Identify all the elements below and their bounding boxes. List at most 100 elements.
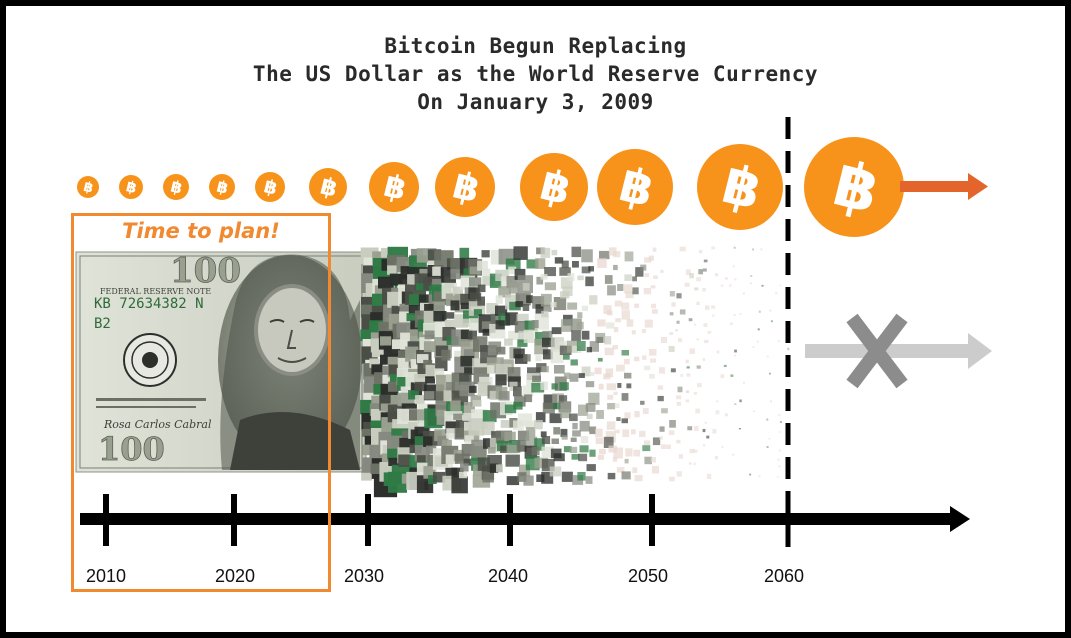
bill-fragment	[769, 309, 772, 312]
bill-fragment	[363, 383, 379, 395]
bill-denomination-bottom: 100	[98, 430, 165, 468]
bill-fragment	[689, 348, 695, 355]
bill-fragment	[608, 247, 617, 256]
bill-fragment	[749, 282, 752, 285]
bill-fragment	[433, 311, 447, 322]
bill-fragment	[694, 449, 698, 453]
bill-fragment	[515, 301, 524, 308]
bill-fragment	[669, 291, 675, 297]
bill-fragment	[614, 429, 620, 434]
bill-fragment	[603, 436, 614, 448]
bill-fragment	[541, 436, 551, 445]
bill-fragment	[416, 455, 426, 464]
year-label-2050: 2050	[628, 566, 669, 586]
bill-fragment	[770, 400, 772, 403]
bill-fragment	[577, 472, 586, 481]
bill-fragment	[650, 285, 656, 289]
bill-fragment	[559, 340, 568, 350]
bill-fragment	[487, 447, 496, 454]
bill-fragment	[535, 258, 546, 269]
bill-fragment	[423, 436, 433, 447]
year-label-2040: 2040	[488, 566, 529, 586]
bill-fragment	[617, 383, 622, 388]
bill-fragment	[779, 421, 782, 423]
bill-fragment	[624, 458, 629, 464]
bill-fragment	[642, 408, 649, 414]
bill-fragment	[732, 265, 735, 268]
bill-fragment	[398, 454, 411, 467]
bill-fragment	[614, 300, 623, 307]
bill-fragment	[551, 327, 562, 335]
bill-fragment	[732, 453, 735, 456]
bill-fragment	[542, 330, 553, 341]
bill-fragment	[400, 386, 412, 396]
bill-fragment	[408, 294, 424, 306]
bill-fragment	[693, 392, 697, 395]
bill-fragment	[571, 246, 582, 258]
bill-fragment	[715, 410, 720, 415]
bill-fragment	[378, 276, 394, 289]
bill-fragment	[540, 431, 547, 438]
bill-fragment	[581, 366, 591, 377]
bill-fragment	[659, 426, 665, 432]
bill-fragment	[418, 331, 429, 340]
bill-fragment	[452, 286, 463, 296]
bill-fragment	[760, 248, 763, 251]
bill-fragment	[729, 284, 732, 287]
bill-fragment	[678, 454, 683, 459]
bill-fragment	[689, 273, 694, 279]
bill-fragment	[671, 302, 676, 307]
bill-fragment	[561, 471, 573, 482]
bill-fragment	[586, 346, 592, 353]
bill-fragment	[669, 420, 676, 428]
bill-fragment	[462, 412, 472, 421]
bill-fragment	[648, 348, 657, 356]
bill-fragment	[603, 305, 612, 314]
bill-fragment	[581, 330, 590, 340]
bill-fragment	[685, 269, 691, 275]
bill-fragment	[541, 366, 549, 373]
bill-fragment	[469, 277, 482, 287]
bill-fragment	[569, 373, 579, 382]
bill-fragment	[472, 400, 482, 407]
bill-fragment	[679, 309, 686, 315]
bill-fragment	[469, 266, 481, 275]
bill-fragment	[752, 248, 755, 251]
bill-fragment	[686, 366, 690, 369]
bill-fragment	[606, 310, 613, 316]
bill-fragment	[625, 291, 634, 299]
bill-fragment	[495, 374, 507, 386]
bill-fragment	[571, 330, 581, 342]
bill-fragment	[644, 257, 652, 263]
bill-fragment	[559, 345, 572, 355]
bill-fragment	[450, 269, 461, 280]
bill-fragment	[506, 476, 520, 486]
bill-fragment	[464, 435, 474, 445]
bill-fragment	[778, 413, 781, 417]
bill-fragment	[659, 367, 665, 374]
bill-fragment	[424, 391, 435, 400]
bill-fragment	[506, 276, 518, 288]
bill-fragment	[750, 275, 753, 277]
bill-fragment	[652, 247, 657, 252]
bill-fragment	[608, 445, 618, 453]
bill-fragment	[513, 246, 528, 260]
bill-fragment	[698, 250, 703, 254]
bill-fragment	[487, 365, 495, 374]
bill-fragment	[657, 385, 664, 390]
bitcoin-icon: ฿	[697, 144, 783, 230]
bill-fragment	[778, 449, 781, 452]
bill-fragment	[459, 373, 472, 385]
bill-fragment	[496, 346, 506, 355]
bill-fragment	[513, 348, 525, 359]
bill-fragment	[463, 458, 472, 466]
bill-fragment	[526, 295, 533, 304]
bill-fragment	[716, 400, 719, 403]
bill-fragment	[585, 476, 593, 484]
bill-fragment	[569, 446, 578, 453]
svg-text:฿: ฿	[215, 177, 231, 198]
bill-fragment	[712, 429, 717, 434]
bill-fragment	[650, 358, 657, 363]
title-line-2: The US Dollar as the World Reserve Curre…	[252, 62, 819, 86]
